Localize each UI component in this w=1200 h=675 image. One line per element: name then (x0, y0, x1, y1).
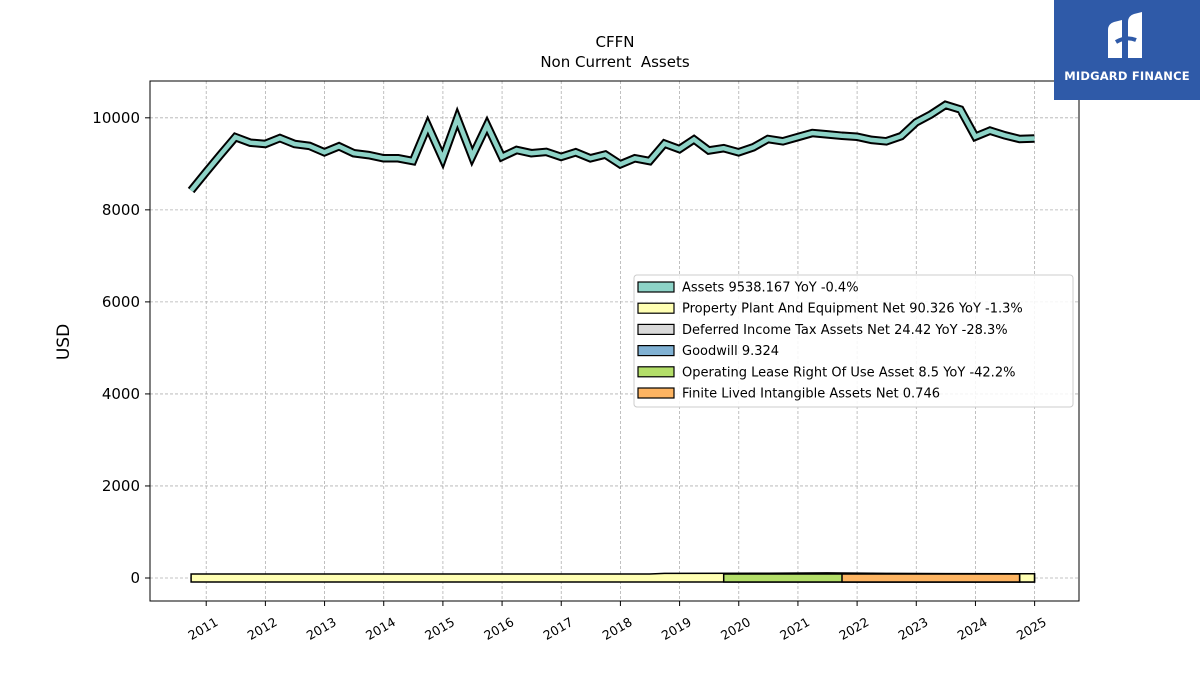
chart-subtitle: Non Current Assets (540, 53, 690, 71)
legend-swatch (637, 366, 675, 378)
x-tick-label: 2022 (836, 614, 871, 643)
x-tick-label: 2023 (896, 614, 931, 643)
y-tick-label: 10000 (92, 109, 140, 127)
y-tick-label: 2000 (102, 477, 140, 495)
legend-label: Assets 9538.167 YoY -0.4% (682, 281, 859, 296)
x-tick-label: 2011 (185, 614, 220, 643)
series-finite-lived-intangible-assets-net (841, 573, 1021, 583)
legend-label: Property Plant And Equipment Net 90.326 … (682, 302, 1023, 317)
legend-box (633, 274, 1074, 408)
series-layer (187, 100, 1036, 583)
x-tick-label: 2020 (718, 614, 753, 643)
legend-label: Operating Lease Right Of Use Asset 8.5 Y… (682, 365, 1015, 380)
legend-label: Deferred Income Tax Assets Net 24.42 YoY… (682, 323, 1008, 338)
brand-logo: MIDGARD FINANCE (1054, 0, 1200, 100)
x-tick-label: 2012 (245, 614, 280, 643)
x-tick-label: 2021 (777, 614, 812, 643)
x-tick-label: 2017 (540, 614, 575, 643)
logo-text: MIDGARD FINANCE (1064, 69, 1190, 83)
plot-frame (149, 80, 1080, 602)
logo-mark-icon (1108, 12, 1142, 58)
legend-swatch (637, 323, 675, 335)
x-tick-label: 2024 (955, 614, 990, 643)
y-tick-label: 6000 (102, 293, 140, 311)
x-tick-label: 2014 (363, 614, 398, 643)
series-assets (187, 100, 1035, 194)
x-tick-label: 2016 (481, 614, 516, 643)
legend-swatch (637, 281, 675, 293)
y-tick-label: 0 (130, 569, 140, 587)
series-band (841, 573, 1021, 583)
x-tick-label: 2013 (304, 614, 339, 643)
series-line (189, 102, 1035, 192)
y-tick-label: 8000 (102, 201, 140, 219)
legend-swatch (637, 345, 675, 357)
legend-label: Finite Lived Intangible Assets Net 0.746 (682, 387, 940, 402)
y-tick-label: 4000 (102, 385, 140, 403)
x-tick-label: 2025 (1014, 614, 1049, 643)
legend: Assets 9538.167 YoY -0.4% Property Plant … (633, 274, 1074, 408)
chart-title: CFFN (596, 33, 635, 51)
legend-swatch (637, 302, 675, 314)
x-tick-label: 2019 (659, 614, 694, 643)
x-tick-label: 2015 (422, 614, 457, 643)
legend-label: Goodwill 9.324 (682, 344, 779, 359)
y-axis-label: USD (54, 324, 74, 360)
legend-swatch (637, 387, 675, 399)
x-tick-label: 2018 (600, 614, 635, 643)
